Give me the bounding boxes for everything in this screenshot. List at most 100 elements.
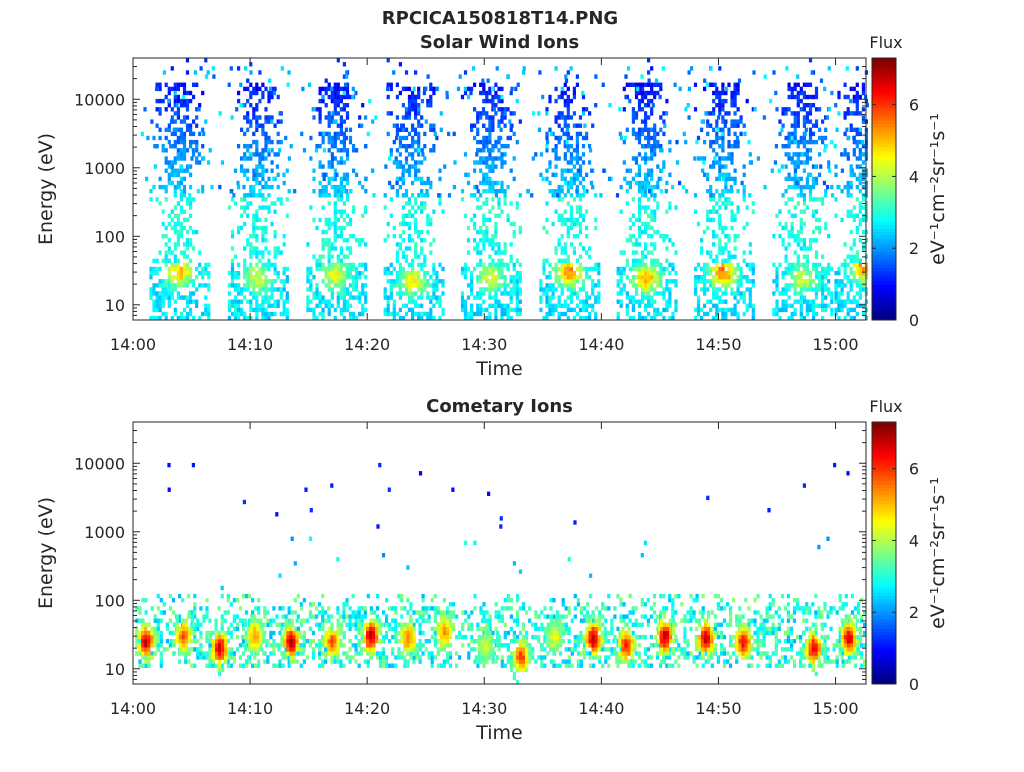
- flux-cell: [390, 148, 393, 152]
- flux-cell: [421, 99, 424, 103]
- flux-cell: [579, 132, 582, 136]
- flux-cell: [635, 136, 638, 140]
- flux-cell: [712, 160, 715, 164]
- flux-cell: [255, 246, 258, 250]
- flux-cell: [640, 74, 643, 78]
- flux-cell: [160, 639, 163, 643]
- flux-cell: [367, 132, 370, 136]
- flux-cell: [638, 136, 641, 140]
- flux-cell: [177, 267, 180, 271]
- flux-cell: [473, 222, 476, 226]
- flux-cell: [656, 279, 659, 283]
- flux-cell: [168, 140, 171, 144]
- flux-cell: [165, 83, 168, 87]
- flux-cell: [328, 148, 331, 152]
- flux-cell: [794, 267, 797, 271]
- flux-cell: [488, 99, 491, 103]
- flux-cell: [497, 275, 500, 279]
- flux-cell: [364, 242, 367, 246]
- flux-cell: [192, 95, 195, 99]
- flux-cell: [510, 295, 513, 299]
- flux-cell: [408, 111, 411, 115]
- colorbar-segment: [872, 130, 896, 134]
- flux-cell: [844, 242, 847, 246]
- flux-cell: [697, 279, 700, 283]
- flux-cell: [230, 189, 233, 193]
- flux-cell: [325, 87, 328, 91]
- flux-cell: [709, 279, 712, 283]
- flux-cell: [746, 275, 749, 279]
- flux-cell: [497, 119, 500, 123]
- flux-cell: [856, 103, 859, 107]
- flux-cell: [277, 304, 280, 308]
- flux-cell: [165, 250, 168, 254]
- flux-cell: [647, 70, 650, 74]
- colorbar-segment: [872, 215, 896, 219]
- flux-cell: [497, 148, 500, 152]
- y-tick-label: 1000: [84, 159, 125, 178]
- flux-cell: [145, 598, 148, 602]
- flux-cell: [772, 291, 775, 295]
- flux-cell: [576, 173, 579, 177]
- flux-cell: [420, 291, 423, 295]
- flux-cell: [856, 95, 859, 99]
- flux-cell: [387, 308, 390, 312]
- flux-cell: [337, 255, 340, 259]
- flux-cell: [402, 275, 405, 279]
- flux-cell: [859, 173, 862, 177]
- flux-cell: [417, 148, 420, 152]
- flux-cell: [847, 189, 850, 193]
- flux-cell: [189, 312, 192, 316]
- flux-cell: [204, 271, 207, 275]
- flux-cell: [277, 300, 280, 304]
- flux-cell: [788, 152, 791, 156]
- flux-cell: [271, 140, 274, 144]
- flux-cell: [240, 197, 243, 201]
- flux-cell: [559, 136, 562, 140]
- flux-cell: [215, 619, 218, 623]
- flux-cell: [737, 300, 740, 304]
- flux-cell: [272, 651, 275, 655]
- flux-cell: [591, 308, 594, 312]
- flux-cell: [620, 279, 623, 283]
- flux-cell: [721, 107, 724, 111]
- flux-cell: [283, 181, 286, 185]
- flux-cell: [408, 210, 411, 214]
- flux-cell: [331, 304, 334, 308]
- flux-cell: [245, 594, 248, 598]
- flux-cell: [399, 291, 402, 295]
- flux-cell: [162, 283, 165, 287]
- flux-cell: [790, 136, 793, 140]
- flux-cell: [638, 275, 641, 279]
- flux-cell: [558, 275, 561, 279]
- flux-cell: [641, 189, 644, 193]
- flux-cell: [252, 308, 255, 312]
- flux-cell: [243, 271, 246, 275]
- flux-cell: [286, 214, 289, 218]
- flux-cell: [500, 259, 503, 263]
- flux-cell: [390, 283, 393, 287]
- flux-cell: [791, 132, 794, 136]
- flux-cell: [700, 287, 703, 291]
- flux-cell: [785, 291, 788, 295]
- flux-cell: [479, 304, 482, 308]
- flux-cell: [281, 66, 284, 70]
- flux-cell: [159, 279, 162, 283]
- flux-cell: [567, 189, 570, 193]
- flux-cell: [475, 152, 478, 156]
- flux-cell: [396, 291, 399, 295]
- flux-cell: [189, 205, 192, 209]
- flux-cell: [662, 267, 665, 271]
- flux-cell: [156, 304, 159, 308]
- flux-cell: [337, 300, 340, 304]
- flux-cell: [794, 140, 797, 144]
- flux-cell: [794, 205, 797, 209]
- flux-cell: [548, 181, 551, 185]
- flux-cell: [785, 255, 788, 259]
- flux-cell: [306, 639, 309, 643]
- flux-cell: [189, 267, 192, 271]
- flux-cell: [414, 300, 417, 304]
- flux-cell: [859, 177, 862, 181]
- flux-cell: [734, 234, 737, 238]
- flux-cell: [546, 140, 549, 144]
